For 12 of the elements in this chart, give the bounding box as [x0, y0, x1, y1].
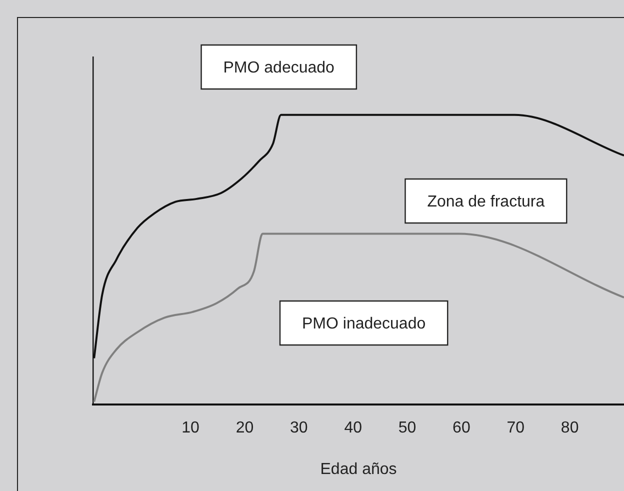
- x-tick-label: 80: [560, 420, 579, 437]
- annotation: Zona de fractura: [427, 193, 545, 210]
- x-tick-label: 30: [290, 420, 308, 437]
- x-tick-label: 40: [344, 420, 362, 437]
- annotation: PMO inadecuado: [302, 315, 426, 332]
- x-tick-label: 60: [452, 420, 470, 437]
- x-axis-title: Edad años: [320, 460, 397, 478]
- x-tick-label: 50: [398, 420, 416, 437]
- text: PMO adecuado: [223, 59, 335, 76]
- x-tick-label: 10: [182, 420, 200, 437]
- x-tick-label: 70: [506, 420, 525, 437]
- x-tick-label: 20: [236, 420, 254, 437]
